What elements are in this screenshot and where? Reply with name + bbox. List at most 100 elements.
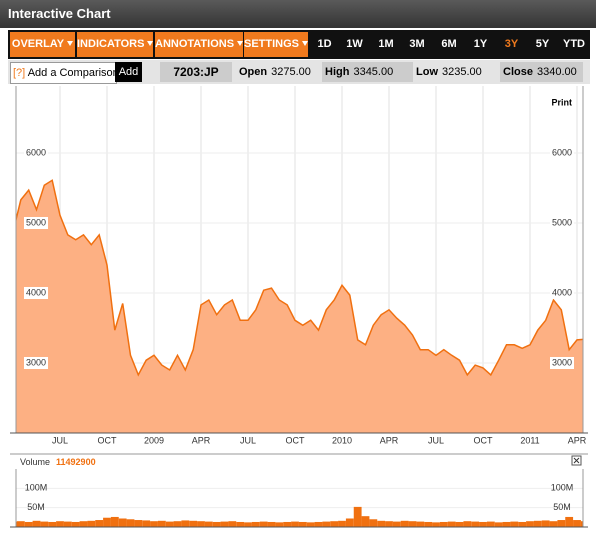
- volume-bar: [416, 521, 425, 527]
- y-tick-box: [550, 287, 574, 299]
- volume-bar: [283, 521, 292, 527]
- volume-bar: [518, 521, 527, 527]
- y-tick-box: [550, 147, 574, 159]
- volume-bar: [400, 520, 409, 527]
- volume-bar: [244, 522, 252, 527]
- range-button[interactable]: 1M: [372, 32, 400, 57]
- volume-bar: [32, 520, 41, 527]
- volume-bar: [447, 521, 456, 527]
- y-tick-label: 100M: [551, 483, 574, 493]
- volume-bar: [126, 519, 135, 527]
- symbol: 7203:JP: [160, 62, 232, 82]
- y-tick-label: 5000: [552, 217, 572, 227]
- volume-bar: [165, 521, 174, 527]
- quote-field: Open 3275.00: [236, 62, 319, 82]
- x-tick-label: OCT: [98, 435, 118, 445]
- quote-field: High 3345.00: [322, 62, 413, 82]
- range-button[interactable]: 3M: [403, 32, 431, 57]
- volume-bar: [212, 521, 221, 527]
- volume-bars: [16, 506, 583, 527]
- quote-field: Low 3235.00: [413, 62, 499, 82]
- volume-bar: [424, 521, 433, 527]
- range-button[interactable]: 6M: [434, 32, 464, 57]
- volume-bar: [40, 521, 49, 527]
- add-button[interactable]: Add: [115, 62, 142, 82]
- volume-bar: [228, 521, 237, 527]
- volume-bar: [259, 521, 268, 527]
- menu-button[interactable]: ANNOTATIONS: [155, 32, 244, 57]
- volume-bar: [439, 521, 448, 527]
- menu-button[interactable]: INDICATORS: [77, 32, 154, 57]
- range-button[interactable]: 5Y: [528, 32, 557, 57]
- help[interactable]: [?]: [13, 67, 26, 79]
- volume-bar: [486, 521, 495, 527]
- menu-label[interactable]: INDICATORS: [77, 38, 145, 50]
- volume-bar: [377, 520, 386, 527]
- menu-label[interactable]: OVERLAY: [11, 38, 65, 50]
- volume-bar: [322, 521, 331, 527]
- dropdown-arrow[interactable]: [302, 41, 309, 46]
- range-button[interactable]: YTD: [559, 32, 589, 57]
- volume-bar: [369, 519, 378, 527]
- menu-button[interactable]: SETTINGS: [244, 32, 309, 57]
- volume-bar: [134, 520, 143, 527]
- volume-bar: [533, 520, 542, 527]
- comparison-input[interactable]: [?] Add a Comparison: [10, 62, 119, 84]
- volume-bar: [526, 521, 534, 527]
- volume-bar: [510, 521, 519, 527]
- x-tick-label: APR: [380, 435, 399, 445]
- volume-name: Volume: [20, 457, 50, 467]
- y-tick-box: [24, 147, 48, 159]
- volume-bar: [392, 521, 401, 527]
- volume-bar: [204, 521, 213, 527]
- volume-bar: [330, 521, 339, 527]
- volume-bar: [181, 520, 190, 527]
- volume-bar: [557, 520, 566, 527]
- dropdown-arrow[interactable]: [67, 41, 74, 46]
- y-tick-label: 6000: [552, 147, 572, 157]
- volume-bar: [220, 521, 229, 527]
- volume-bar: [79, 521, 88, 527]
- close-x: [573, 457, 580, 464]
- field-label: Open: [239, 66, 268, 78]
- volume-bar: [48, 521, 57, 527]
- field-value: 3235.00: [442, 66, 482, 78]
- volume-bar: [236, 521, 245, 527]
- field-value: 3340.00: [536, 66, 577, 78]
- menu-label[interactable]: ANNOTATIONS: [155, 38, 235, 50]
- volume-bar: [565, 516, 574, 527]
- volume-bar: [103, 517, 111, 527]
- y-tick-label: 6000: [26, 147, 46, 157]
- x-tick-label: JUL: [240, 435, 256, 445]
- volume-bar: [275, 522, 284, 527]
- volume-bar: [408, 521, 417, 527]
- x-tick-label: APR: [192, 435, 211, 445]
- volume-bar: [173, 521, 182, 527]
- quote-field: Close 3340.00: [500, 62, 583, 82]
- menu-label[interactable]: SETTINGS: [244, 38, 300, 50]
- print[interactable]: Print: [551, 97, 572, 107]
- volume-bar: [16, 521, 25, 527]
- volume-bar: [142, 520, 151, 527]
- y-tick-label: 100M: [25, 483, 48, 493]
- volume-bar: [110, 516, 119, 527]
- dropdown-arrow[interactable]: [147, 41, 154, 46]
- range-button[interactable]: 1D: [311, 32, 338, 57]
- x-tick-label: JUL: [428, 435, 444, 445]
- area: [16, 180, 583, 433]
- volume-bar: [251, 521, 260, 527]
- range-button[interactable]: 3Y: [497, 32, 526, 57]
- range-button[interactable]: 1W: [340, 32, 369, 57]
- menu-button[interactable]: OVERLAY: [10, 32, 75, 57]
- x-tick-label: OCT: [474, 435, 494, 445]
- title-bar: Interactive Chart: [0, 0, 596, 28]
- volume-bar: [502, 521, 511, 527]
- volume-bar: [573, 520, 581, 527]
- volume-bar: [455, 521, 464, 527]
- chart: 3000 3000 4000 4000 5000 5000 6000 6000 JUL OCT 20…: [0, 86, 596, 540]
- dropdown-arrow[interactable]: [237, 41, 244, 46]
- volume-bar: [267, 521, 276, 527]
- field-label: High: [325, 66, 350, 78]
- range-button[interactable]: 1Y: [466, 32, 495, 57]
- placeholder: Add a Comparison: [27, 67, 119, 79]
